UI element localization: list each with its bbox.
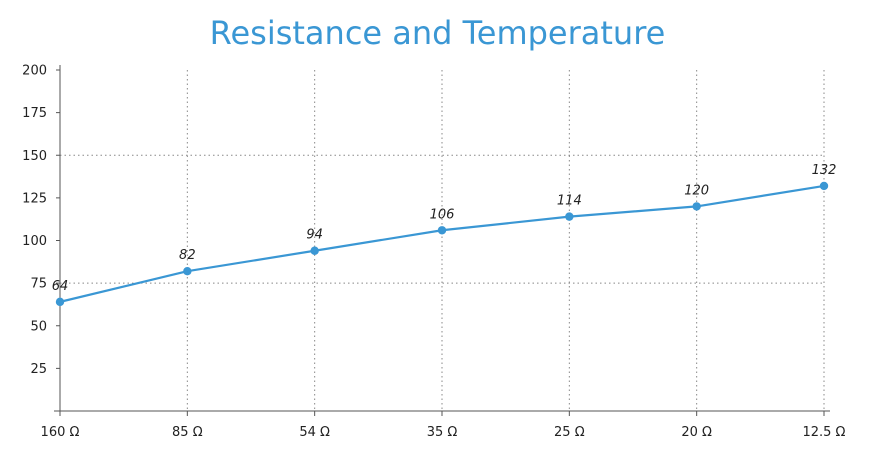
x-tick-label: 25 Ω xyxy=(554,425,585,440)
data-label: 82 xyxy=(179,248,196,263)
data-point[interactable] xyxy=(565,212,574,221)
chart-title: Resistance and Temperature xyxy=(209,14,666,52)
x-tick-label: 54 Ω xyxy=(299,425,330,440)
data-point[interactable] xyxy=(819,181,829,191)
data-label: 132 xyxy=(812,163,837,178)
data-point[interactable] xyxy=(437,226,447,235)
y-tick-label: 125 xyxy=(22,191,47,206)
x-tick-label: 20 Ω xyxy=(681,425,712,440)
x-tick-label: 12.5 Ω xyxy=(802,425,845,440)
data-label: 114 xyxy=(557,194,582,209)
data-point[interactable] xyxy=(55,297,65,307)
y-tick-label: 75 xyxy=(30,277,47,292)
data-label: 64 xyxy=(52,279,69,294)
data-point[interactable] xyxy=(183,266,192,276)
x-tick-label: 35 Ω xyxy=(427,425,458,440)
y-tick-label: 150 xyxy=(22,149,47,164)
y-tick-label: 100 xyxy=(22,234,47,249)
data-label: 106 xyxy=(430,207,455,222)
y-tick-label: 200 xyxy=(22,64,47,79)
data-label: 94 xyxy=(306,228,323,243)
y-tick-label: 50 xyxy=(30,319,47,334)
y-tick-label: 25 xyxy=(30,362,47,377)
x-tick-label: 85 Ω xyxy=(172,425,203,440)
data-point[interactable] xyxy=(310,246,319,255)
x-tick-label: 160 Ω xyxy=(41,425,80,440)
data-label: 120 xyxy=(684,183,709,198)
data-point[interactable] xyxy=(692,202,701,211)
series-line xyxy=(59,184,825,303)
y-tick-label: 175 xyxy=(22,106,47,121)
